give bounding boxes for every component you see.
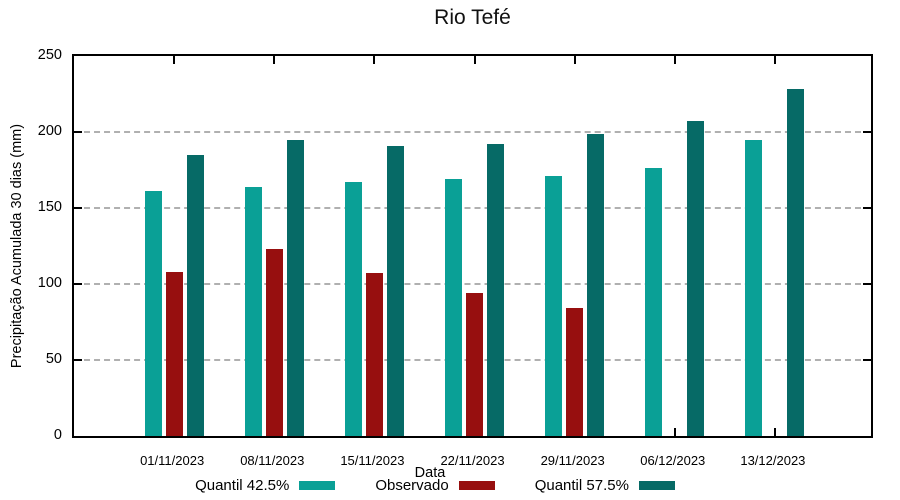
y-tick-mark [74, 131, 82, 133]
x-tick-label: 08/11/2023 [240, 453, 305, 468]
legend-swatch [458, 481, 495, 490]
y-tick-label: 100 [37, 275, 62, 291]
bar-quantil-42.5--15-11-2023 [344, 182, 362, 436]
bar-quantil-57.5--22-11-2023 [487, 144, 504, 436]
bar-quantil-57.5--13-12-2023 [787, 89, 805, 436]
x-tick-label: 01/11/2023 [140, 453, 205, 468]
y-tick-mark [863, 283, 871, 285]
y-tick-mark [74, 283, 82, 285]
legend-entry: Quantil 57.5% [535, 477, 675, 494]
legend: Quantil 42.5% Observado Quantil 57.5% [72, 477, 873, 494]
bar-quantil-57.5--08-11-2023 [286, 139, 304, 436]
x-tick-mark [673, 56, 676, 64]
x-tick-mark [373, 56, 376, 64]
y-tick-label: 200 [37, 123, 62, 139]
x-tick-label: 15/11/2023 [340, 453, 405, 468]
legend-swatch [638, 481, 675, 490]
bar-quantil-57.5--15-11-2023 [386, 145, 404, 436]
bar-observado-01-11-2023 [165, 271, 183, 436]
y-tick-mark [863, 131, 871, 133]
bar-observado-22-11-2023 [466, 293, 483, 436]
x-tick-mark [173, 56, 176, 64]
x-tick-label: 06/12/2023 [640, 453, 706, 468]
bar-observado-29-11-2023 [566, 308, 584, 436]
x-tick-mark [473, 56, 476, 64]
x-tick-label: 13/12/2023 [740, 453, 806, 468]
x-axis-label: Data [414, 465, 446, 481]
bar-quantil-42.5--01-11-2023 [144, 191, 162, 436]
legend-label: Quantil 57.5% [534, 477, 629, 494]
y-axis-label: Precipitação Acumulada 30 dias (mm) [9, 123, 25, 369]
legend-entry: Quantil 42.5% [195, 477, 336, 494]
bar-quantil-42.5--29-11-2023 [545, 176, 563, 436]
bar-quantil-57.5--06-12-2023 [687, 121, 705, 436]
legend-swatch [299, 481, 336, 490]
bar-quantil-42.5--08-11-2023 [244, 186, 262, 436]
bar-quantil-57.5--29-11-2023 [587, 133, 605, 436]
x-tick-mark [573, 56, 576, 64]
y-tick-label: 150 [37, 199, 62, 215]
y-tick-label: 50 [45, 351, 62, 367]
plot-area [72, 54, 873, 438]
legend-entry: Observado [375, 477, 495, 494]
legend-label: Observado [375, 477, 449, 494]
x-tick-mark [773, 56, 776, 64]
bar-quantil-57.5--01-11-2023 [186, 154, 204, 436]
gridline-200 [74, 131, 871, 133]
x-tick-label: 29/11/2023 [540, 453, 605, 468]
bar-observado-15-11-2023 [365, 273, 383, 436]
y-tick-label: 0 [53, 427, 62, 443]
bar-quantil-42.5--22-11-2023 [445, 179, 462, 436]
x-tick-mark [673, 428, 676, 436]
y-tick-label: 250 [37, 47, 62, 63]
bar-quantil-42.5--13-12-2023 [745, 139, 763, 436]
chart-title: Rio Tefé [434, 6, 511, 29]
y-tick-mark [863, 207, 871, 209]
x-tick-label: 22/11/2023 [440, 453, 505, 468]
bar-observado-08-11-2023 [265, 249, 283, 436]
legend-label: Quantil 42.5% [195, 477, 290, 494]
bar-quantil-42.5--06-12-2023 [645, 168, 663, 436]
gridline-150 [74, 207, 871, 209]
y-tick-mark [74, 207, 82, 209]
x-tick-mark [773, 428, 776, 436]
y-tick-mark [74, 359, 82, 361]
x-tick-mark [273, 56, 276, 64]
y-tick-mark [863, 359, 871, 361]
gridline-100 [74, 283, 871, 285]
